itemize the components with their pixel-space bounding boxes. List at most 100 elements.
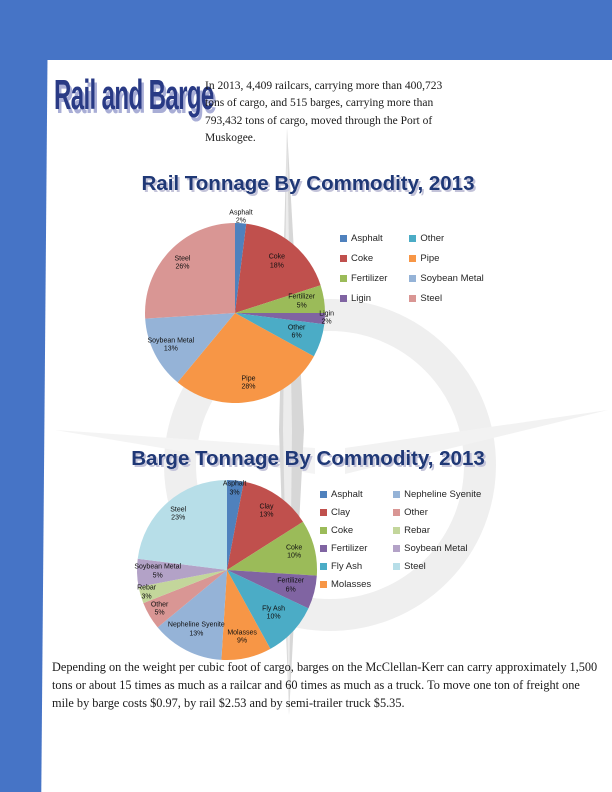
- barge-pie-labels: Asphalt 3% Clay 13% Coke 10% Fertilizer 6% Fly A…: [117, 460, 337, 680]
- legend-swatch-steel: [393, 563, 401, 570]
- pie-label-ligin: Ligin 2%: [319, 310, 335, 326]
- legend-swatch-coke: [320, 527, 327, 534]
- legend-label-fly-ash: Fly Ash: [331, 561, 363, 572]
- pie-slice-asphalt: [235, 223, 247, 313]
- pie-slice-other: [235, 313, 325, 357]
- legend-label-fertilizer: Fertilizer: [331, 543, 368, 554]
- pie-label-molasses: Molasses 9%: [227, 629, 257, 645]
- legend-label-nepheline-syenite: Nepheline Syenite: [404, 489, 482, 500]
- legend-item-coke: Coke: [340, 253, 387, 264]
- pie-slice-soybean-metal: [145, 313, 235, 383]
- rail-pie-chart: Asphalt 2% Coke 18% Fertilizer 5% Ligin 2% Other…: [125, 203, 345, 423]
- legend-item-soybean-metal: Soybean Metal: [409, 273, 484, 284]
- legend-label-ligin: Ligin: [351, 293, 372, 304]
- legend-item-fly-ash: Fly Ash: [320, 561, 371, 572]
- legend-item-steel: Steel: [409, 293, 483, 304]
- page-title: Rail and Barge: [54, 72, 214, 119]
- pie-label-steel: Steel 23%: [170, 506, 187, 522]
- pie-slice-fertilizer: [235, 285, 325, 313]
- intro-paragraph: In 2013, 4,409 railcars, carrying more t…: [205, 80, 443, 144]
- pie-label-asphalt: Asphalt 3%: [222, 480, 247, 497]
- legend-item-pipe: Pipe: [409, 253, 483, 264]
- top-blue-band: [0, 0, 612, 60]
- legend-item-asphalt: Asphalt: [320, 489, 371, 500]
- legend-swatch-other: [393, 509, 401, 516]
- legend-item-soybean-metal: Soybean Metal: [393, 543, 481, 554]
- pie-label-coke: Coke 10%: [285, 544, 303, 560]
- barge-pie-svg: [137, 480, 317, 660]
- legend-item-fertilizer: Fertilizer: [340, 273, 387, 284]
- legend-swatch-ligin: [340, 295, 347, 302]
- pie-slice-steel: [145, 223, 235, 319]
- pie-slice-rebar: [138, 570, 227, 604]
- legend-swatch-soybean-metal: [393, 545, 401, 552]
- legend-item-other: Other: [393, 507, 481, 518]
- legend-label-molasses: Molasses: [331, 579, 372, 590]
- legend-label-other: Other: [404, 507, 428, 518]
- legend-swatch-fertilizer: [320, 545, 327, 552]
- pie-slice-coke: [235, 223, 321, 313]
- legend-item-ligin: Ligin: [340, 293, 387, 304]
- pie-slice-fertilizer: [227, 570, 317, 609]
- legend-item-nepheline-syenite: Nepheline Syenite: [393, 489, 481, 500]
- legend-item-steel: Steel: [393, 561, 481, 572]
- pie-label-other: Other 6%: [287, 324, 306, 341]
- legend-item-clay: Clay: [320, 507, 371, 518]
- legend-label-soybean-metal: Soybean Metal: [404, 543, 468, 554]
- pie-label-coke: Coke 18%: [268, 253, 286, 270]
- footer-paragraph: Depending on the weight per cubic foot o…: [52, 660, 598, 711]
- rail-legend: Asphalt Coke Fertilizer Ligin Other Pipe Soybe…: [340, 233, 484, 304]
- legend-swatch-nepheline-syenite: [393, 491, 401, 498]
- pie-slice-molasses: [221, 570, 271, 660]
- legend-label-other: Other: [420, 233, 445, 244]
- legend-label-rebar: Rebar: [404, 525, 430, 536]
- legend-item-asphalt: Asphalt: [340, 233, 387, 244]
- pie-slice-soybean-metal: [137, 558, 227, 587]
- legend-swatch-asphalt: [340, 235, 347, 242]
- legend-label-asphalt: Asphalt: [351, 233, 383, 244]
- legend-swatch-molasses: [320, 581, 327, 588]
- pie-label-other: Other 5%: [150, 601, 169, 617]
- legend-label-steel: Steel: [404, 561, 426, 572]
- pie-label-rebar: Rebar 3%: [137, 584, 157, 601]
- pie-label-clay: Clay 13%: [259, 503, 274, 519]
- legend-swatch-rebar: [393, 527, 401, 534]
- rail-pie-svg: [145, 223, 325, 403]
- pie-slice-steel: [137, 480, 227, 570]
- legend-item-rebar: Rebar: [393, 525, 481, 536]
- legend-label-asphalt: Asphalt: [331, 489, 363, 500]
- legend-item-molasses: Molasses: [320, 579, 371, 590]
- barge-pie-chart: Asphalt 3% Clay 13% Coke 10% Fertilizer 6% Fly A…: [117, 460, 337, 680]
- pie-label-soybean-metal: Soybean Metal 5%: [134, 563, 182, 580]
- barge-chart-title: Barge Tonnage By Commodity, 2013: [131, 447, 485, 470]
- pie-label-nepheline-syenite: Nepheline Syenite 13%: [167, 621, 225, 638]
- legend-label-clay: Clay: [331, 507, 351, 518]
- pie-slice-coke: [227, 521, 317, 576]
- legend-swatch-clay: [320, 509, 327, 516]
- left-blue-band: [0, 0, 48, 792]
- legend-label-coke: Coke: [331, 525, 354, 536]
- pie-label-fertilizer: Fertilizer 6%: [277, 577, 305, 594]
- pie-slice-other: [143, 570, 227, 628]
- legend-swatch-fertilizer: [340, 275, 347, 282]
- barge-legend: Asphalt Clay Coke Fertilizer Fly Ash Molasses…: [320, 489, 481, 590]
- pie-label-soybean-metal: Soybean Metal 13%: [147, 337, 195, 353]
- rail-chart-title: Rail Tonnage By Commodity, 2013: [141, 172, 475, 195]
- pie-label-steel: Steel 26%: [174, 255, 191, 271]
- legend-item-fertilizer: Fertilizer: [320, 543, 371, 554]
- legend-swatch-other: [409, 235, 417, 242]
- legend-swatch-asphalt: [320, 491, 327, 498]
- legend-label-fertilizer: Fertilizer: [351, 273, 388, 284]
- legend-label-soybean-metal: Soybean Metal: [420, 273, 484, 284]
- legend-swatch-fly-ash: [320, 563, 327, 570]
- legend-swatch-soybean-metal: [409, 275, 417, 282]
- pie-label-pipe: Pipe 28%: [241, 375, 256, 391]
- legend-label-steel: Steel: [420, 293, 443, 304]
- legend-label-coke: Coke: [351, 253, 374, 264]
- pie-slice-asphalt: [227, 480, 244, 570]
- legend-swatch-pipe: [409, 255, 417, 262]
- pie-slice-fly-ash: [227, 570, 309, 649]
- pie-slice-ligin: [235, 313, 325, 325]
- pie-slice-nepheline-syenite: [157, 570, 227, 660]
